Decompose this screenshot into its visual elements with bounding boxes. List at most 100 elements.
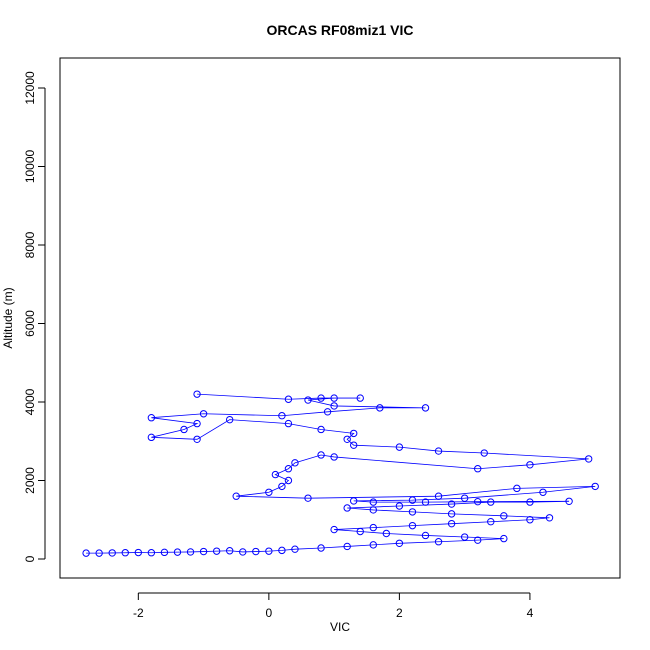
y-tick-label: 0 — [23, 555, 37, 562]
point — [225, 547, 234, 555]
point — [513, 484, 521, 493]
point — [500, 512, 508, 520]
point — [317, 451, 325, 459]
point — [284, 476, 293, 485]
x-axis-label: VIC — [330, 620, 350, 634]
point — [460, 494, 469, 502]
point — [395, 502, 404, 510]
point — [487, 518, 495, 526]
point — [193, 419, 201, 428]
point — [408, 508, 417, 516]
point — [304, 396, 312, 404]
point — [317, 394, 325, 402]
point — [95, 549, 103, 557]
point — [278, 546, 286, 555]
point — [369, 523, 377, 532]
point — [199, 547, 208, 556]
point — [239, 548, 247, 556]
point — [304, 494, 312, 502]
point — [225, 415, 234, 424]
point — [343, 504, 351, 512]
y-tick-label: 6000 — [23, 310, 37, 337]
point — [186, 548, 195, 556]
point — [193, 390, 201, 398]
point — [147, 433, 156, 442]
point — [474, 536, 482, 544]
point — [565, 497, 573, 506]
point — [330, 394, 338, 402]
y-axis-label: Altitude (m) — [1, 287, 15, 348]
point — [356, 527, 364, 536]
point — [350, 429, 358, 438]
y-tick-label: 4000 — [23, 388, 37, 415]
y-tick-label: 12000 — [23, 71, 37, 105]
point — [265, 547, 273, 555]
point — [212, 547, 221, 555]
point — [284, 465, 293, 473]
point — [108, 549, 116, 557]
point — [265, 488, 273, 496]
y-tick-label: 10000 — [23, 149, 37, 183]
point — [460, 533, 469, 541]
point — [193, 435, 201, 443]
point — [232, 492, 240, 500]
point — [317, 425, 325, 434]
point — [173, 548, 182, 556]
point — [147, 549, 156, 557]
point — [343, 435, 351, 443]
point — [584, 455, 593, 463]
point — [434, 492, 443, 500]
point — [350, 441, 358, 449]
chart-title: ORCAS RF08miz1 VIC — [266, 22, 413, 38]
point — [278, 482, 286, 491]
point — [545, 514, 554, 522]
point — [500, 534, 508, 543]
point — [434, 447, 443, 455]
point — [395, 539, 404, 548]
y-tick-label: 2000 — [23, 467, 37, 494]
point — [474, 465, 482, 473]
point — [526, 498, 534, 506]
point — [434, 538, 443, 546]
point — [330, 453, 338, 461]
point — [180, 425, 188, 434]
point — [408, 521, 417, 530]
x-tick-label: 0 — [266, 606, 273, 620]
point — [487, 498, 495, 506]
point — [474, 497, 482, 506]
point — [395, 443, 404, 451]
point — [447, 519, 456, 528]
point — [447, 510, 456, 518]
point — [134, 548, 143, 557]
point — [356, 394, 364, 402]
point — [284, 395, 293, 403]
point — [330, 525, 338, 534]
point — [147, 413, 156, 422]
point — [376, 404, 384, 412]
point — [421, 404, 430, 412]
x-tick-label: 2 — [396, 606, 403, 620]
y-tick-label: 8000 — [23, 231, 37, 258]
x-tick-label: -2 — [133, 606, 144, 620]
point — [160, 548, 169, 557]
point — [382, 529, 391, 538]
point — [526, 516, 534, 524]
point — [447, 500, 456, 508]
point — [121, 549, 129, 557]
point — [284, 419, 293, 428]
point — [421, 498, 430, 506]
point — [369, 498, 377, 506]
point — [291, 459, 299, 467]
point — [330, 402, 338, 410]
point — [369, 506, 377, 514]
point — [343, 542, 351, 551]
point — [480, 449, 488, 457]
series-line — [86, 393, 596, 554]
point — [350, 497, 358, 505]
point — [82, 549, 90, 557]
point — [369, 541, 377, 549]
point — [317, 544, 325, 552]
point — [539, 488, 547, 496]
